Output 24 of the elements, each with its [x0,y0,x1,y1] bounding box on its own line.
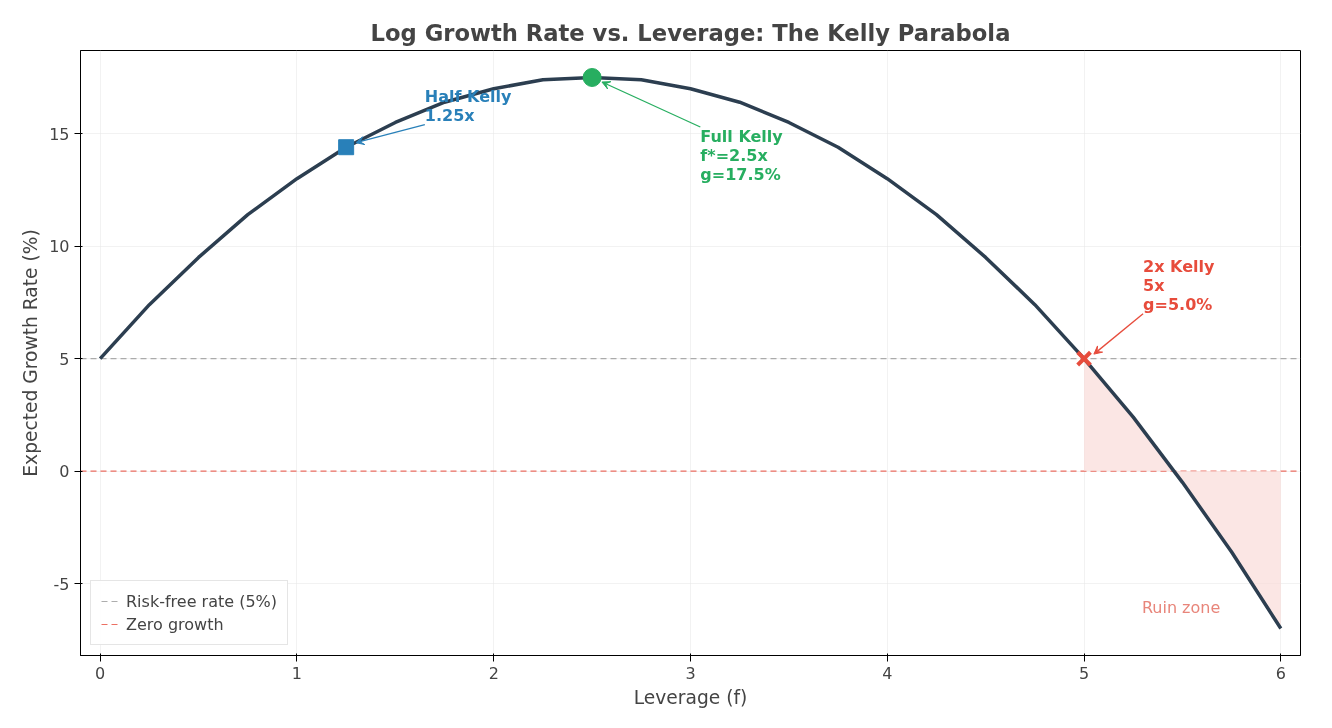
x-axis-title: Leverage (f) [633,686,748,708]
x-tick-label: 4 [882,663,893,683]
x-tick-label: 5 [1078,663,1090,683]
x-tick-label: 6 [1275,663,1286,683]
chart-title: Log Growth Rate vs. Leverage: The Kelly Parabola [370,19,1011,46]
legend-label: Zero growth [126,614,224,634]
text: 2x Kelly 5x g=5.0% [1143,256,1216,314]
y-tick-label: 5 [59,349,70,369]
point [1075,350,1093,367]
y-tick-label: 10 [49,237,70,257]
text: Full Kelly f*=2.5x g=17.5% [700,126,784,184]
point [338,139,355,156]
annotation: Ruin zone [1141,597,1221,617]
legend-label: Risk-free rate (5%) [126,591,278,611]
y-tick-label: 0 [59,462,70,482]
y-tick-label: -5 [53,574,70,594]
point [582,68,602,87]
text: Half Kelly 1.25x [424,86,512,125]
x-tick-label: 0 [95,663,106,683]
x-tick-label: 2 [488,663,499,683]
y-axis-title: Expected Growth Rate (%) [20,229,42,477]
x-tick-label: 3 [685,663,696,683]
y-tick-label: 15 [49,124,70,144]
x-tick-label: 1 [291,663,303,683]
